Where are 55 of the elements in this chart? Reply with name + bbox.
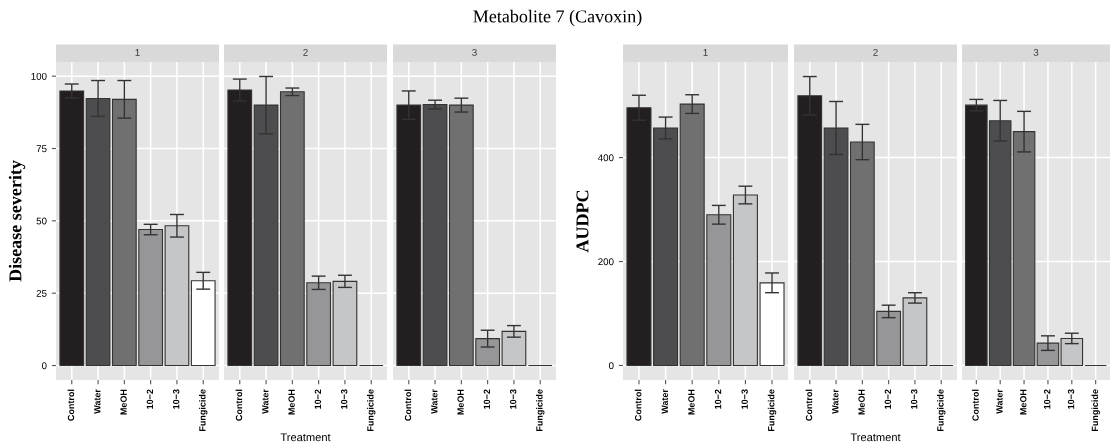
x-tick-label: 10−2	[714, 389, 722, 409]
x-tick-label: 10−3	[172, 389, 180, 409]
y-tick-label: 0	[41, 362, 47, 370]
y-axis-title: AUDPC	[576, 190, 589, 253]
y-tick-label: 200	[598, 258, 614, 266]
x-tick-label: Control	[805, 389, 813, 421]
chart-title: 2	[303, 48, 308, 56]
chart-title: 3	[1033, 48, 1039, 56]
x-tick-label: MeOH	[1020, 389, 1027, 415]
x-tick-label: MeOH	[858, 389, 865, 415]
x-tick-label: 10−2	[483, 389, 491, 409]
x-tick-label: Water	[996, 389, 1003, 414]
x-tick-label: 10−2	[146, 389, 154, 409]
chart-title: 1	[135, 49, 140, 56]
x-tick-label: 10−3	[509, 389, 517, 409]
y-tick-label: 100	[31, 72, 47, 80]
y-tick-label: 50	[36, 217, 47, 225]
x-tick-label: Control	[634, 389, 642, 421]
x-tick-label: Control	[972, 389, 979, 421]
y-tick-label: 25	[36, 289, 47, 297]
x-tick-label: Control	[67, 389, 75, 421]
x-tick-label: 10−3	[340, 389, 348, 409]
y-tick-label: 75	[36, 145, 47, 153]
text: Metabolite 7 (Cavoxin)	[473, 9, 642, 27]
x-tick-label: Control	[404, 389, 412, 421]
x-tick-label: Water	[661, 389, 668, 414]
x-tick-label: 10−3	[910, 389, 918, 409]
x-tick-label: Fungicide	[199, 389, 208, 432]
x-tick-label: Fungicide	[767, 389, 777, 432]
x-axis-title: Treatment	[850, 433, 901, 442]
x-tick-label: MeOH	[288, 389, 295, 415]
chart-title: 2	[873, 48, 878, 56]
chart-title: 1	[703, 49, 708, 56]
x-tick-label: MeOH	[120, 389, 127, 415]
x-tick-label: Fungicide	[1091, 389, 1100, 432]
x-tick-label: Water	[262, 389, 269, 414]
x-tick-label: MeOH	[457, 389, 464, 415]
x-tick-label: Fungicide	[536, 389, 545, 432]
y-tick-label: 0	[608, 362, 614, 370]
y-axis-title: Disease severity	[8, 160, 26, 282]
x-axis-title: Treatment	[280, 433, 331, 442]
x-tick-label: Water	[832, 389, 839, 414]
x-tick-label: 10−2	[314, 389, 322, 409]
x-tick-label: Fungicide	[367, 389, 376, 432]
x-tick-label: 10−3	[1067, 389, 1075, 409]
x-tick-label: Fungicide	[937, 389, 946, 432]
x-tick-label: Control	[235, 389, 243, 421]
y-tick-label: 400	[597, 154, 614, 162]
x-tick-label: 10−3	[741, 389, 748, 409]
x-tick-label: MeOH	[688, 389, 695, 415]
x-tick-label: Water	[431, 389, 438, 414]
x-tick-label: 10−2	[884, 389, 892, 409]
x-tick-label: 10−2	[1043, 389, 1051, 409]
chart-title: 3	[472, 48, 477, 56]
x-tick-label: Water	[94, 389, 101, 414]
